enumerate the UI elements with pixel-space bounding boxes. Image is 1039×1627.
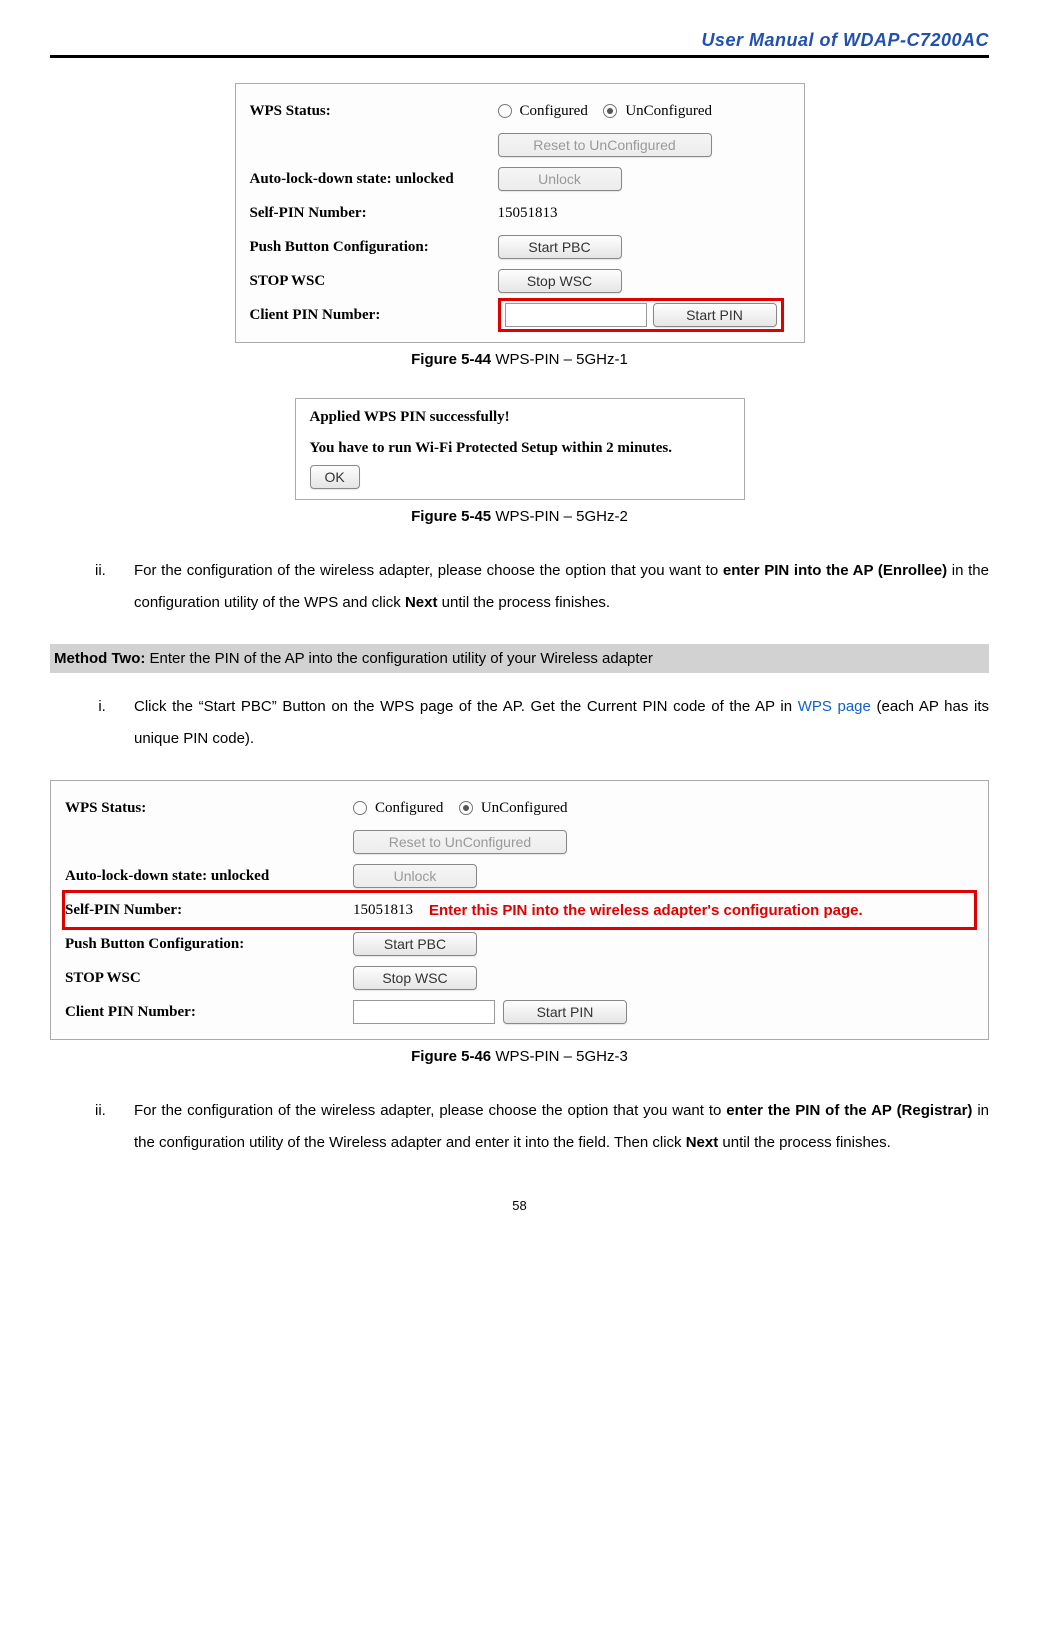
reset-unconfigured-button[interactable]: Reset to UnConfigured	[498, 133, 712, 157]
list-b: Click the “Start PBC” Button on the WPS …	[50, 691, 989, 754]
caption-2: Figure 5-45 WPS-PIN – 5GHz-2	[50, 508, 989, 525]
clientpin-highlight: Start PIN	[498, 298, 784, 332]
p3-stopwsc-label: STOP WSC	[65, 970, 345, 987]
p3-client-pin-input[interactable]	[353, 1000, 495, 1024]
stopwsc-label: STOP WSC	[250, 273, 490, 290]
wps-panel-3: WPS Status: Configured UnConfigured Rese…	[50, 780, 989, 1040]
p3-start-pin-button[interactable]: Start PIN	[503, 1000, 627, 1024]
pbc-label: Push Button Configuration:	[250, 239, 490, 256]
wps-status-label: WPS Status:	[250, 103, 490, 120]
p3-start-pbc-button[interactable]: Start PBC	[353, 932, 477, 956]
list-c-item-ii: For the configuration of the wireless ad…	[110, 1095, 989, 1158]
wps-status-options: Configured UnConfigured	[498, 103, 712, 120]
wps-panel-1: WPS Status: Configured UnConfigured Rese…	[235, 83, 805, 343]
client-pin-input[interactable]	[505, 303, 647, 327]
stop-wsc-button[interactable]: Stop WSC	[498, 269, 622, 293]
p3-pbc-label: Push Button Configuration:	[65, 936, 345, 953]
ok-button[interactable]: OK	[310, 465, 360, 489]
p3-radio-configured-icon[interactable]	[353, 801, 367, 815]
method-two-bar: Method Two: Enter the PIN of the AP into…	[50, 644, 989, 673]
p3-radio-unconfigured-icon[interactable]	[459, 801, 473, 815]
p3-stop-wsc-button[interactable]: Stop WSC	[353, 966, 477, 990]
p3-selfpin-label: Self-PIN Number:	[65, 902, 345, 919]
autolock-label: Auto-lock-down state: unlocked	[250, 171, 490, 188]
opt-unconfigured: UnConfigured	[625, 103, 712, 120]
dialog-line2: You have to run Wi-Fi Protected Setup wi…	[310, 440, 730, 457]
wps-success-dialog: Applied WPS PIN successfully! You have t…	[295, 398, 745, 500]
caption-3: Figure 5-46 WPS-PIN – 5GHz-3	[50, 1048, 989, 1065]
caption-1: Figure 5-44 WPS-PIN – 5GHz-1	[50, 351, 989, 368]
list-a: For the configuration of the wireless ad…	[50, 555, 989, 618]
doc-title: User Manual of WDAP-C7200AC	[701, 30, 989, 51]
list-a-item-ii: For the configuration of the wireless ad…	[110, 555, 989, 618]
p3-selfpin-value: 15051813	[353, 902, 413, 919]
p3-red-note: Enter this PIN into the wireless adapter…	[429, 902, 863, 919]
start-pbc-button[interactable]: Start PBC	[498, 235, 622, 259]
dialog-line1: Applied WPS PIN successfully!	[310, 409, 730, 426]
p3-clientpin-label: Client PIN Number:	[65, 1004, 345, 1021]
clientpin-label: Client PIN Number:	[250, 307, 490, 324]
p3-autolock-label: Auto-lock-down state: unlocked	[65, 868, 345, 885]
opt-configured: Configured	[520, 103, 588, 120]
radio-configured-icon[interactable]	[498, 104, 512, 118]
selfpin-value: 15051813	[498, 205, 558, 222]
p3-reset-button[interactable]: Reset to UnConfigured	[353, 830, 567, 854]
radio-unconfigured-icon[interactable]	[603, 104, 617, 118]
wps-page-link[interactable]: WPS page	[798, 698, 871, 715]
unlock-button[interactable]: Unlock	[498, 167, 622, 191]
list-c: For the configuration of the wireless ad…	[50, 1095, 989, 1158]
p3-wps-status-label: WPS Status:	[65, 800, 345, 817]
selfpin-label: Self-PIN Number:	[250, 205, 490, 222]
list-b-item-i: Click the “Start PBC” Button on the WPS …	[110, 691, 989, 754]
page-header: User Manual of WDAP-C7200AC	[50, 30, 989, 58]
start-pin-button[interactable]: Start PIN	[653, 303, 777, 327]
page-number: 58	[50, 1198, 989, 1213]
p3-unlock-button[interactable]: Unlock	[353, 864, 477, 888]
